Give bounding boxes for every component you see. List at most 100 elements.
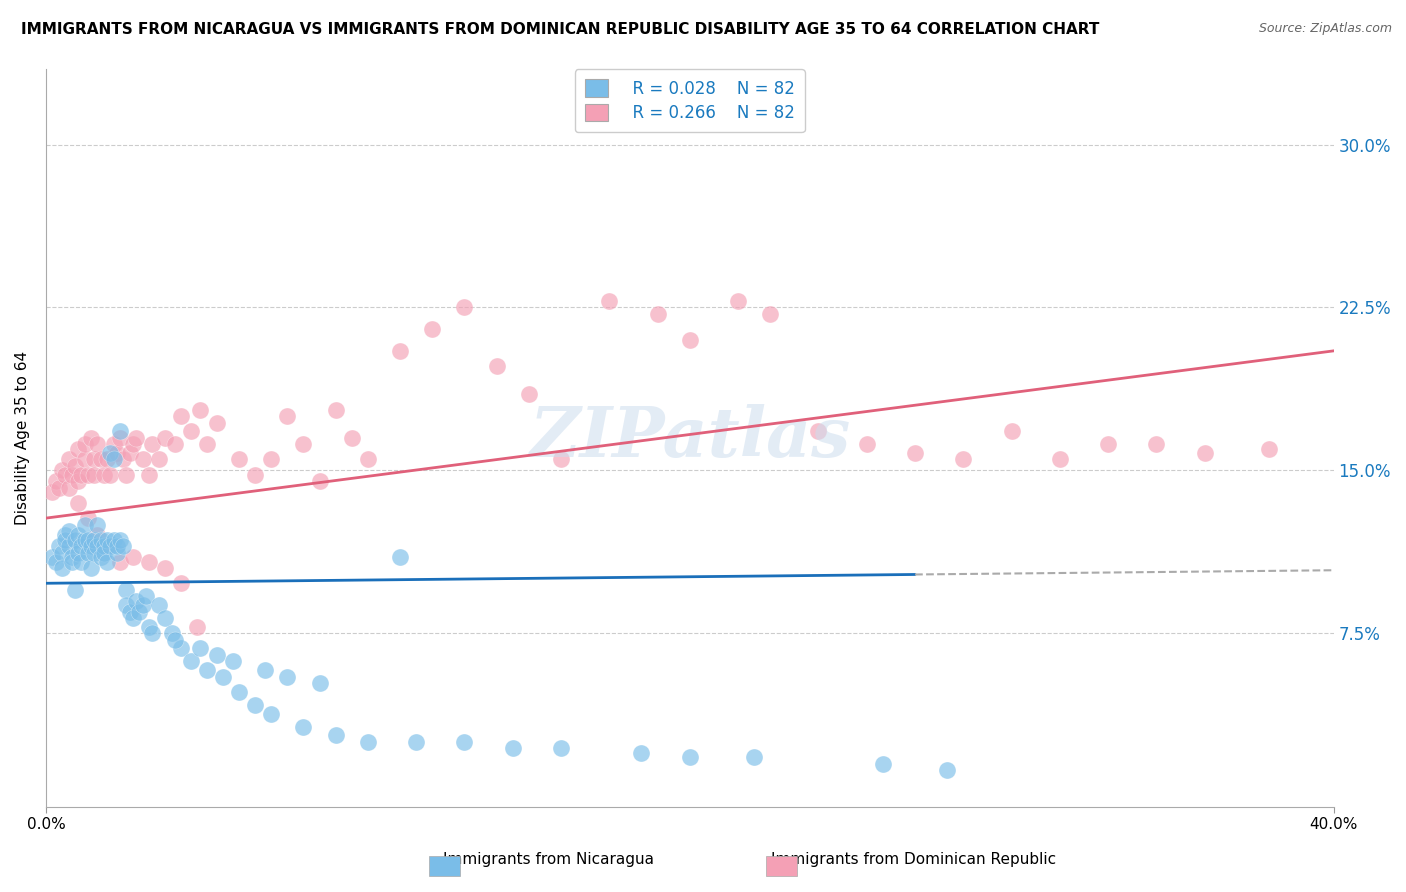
Point bbox=[96, 539, 118, 553]
Point bbox=[122, 550, 145, 565]
Point bbox=[221, 655, 243, 669]
Point bbox=[260, 706, 283, 721]
Point bbox=[340, 431, 363, 445]
Point bbox=[98, 539, 121, 553]
Point bbox=[153, 611, 176, 625]
Point bbox=[58, 539, 80, 553]
Point bbox=[108, 533, 131, 547]
Point bbox=[1194, 446, 1216, 460]
Point bbox=[86, 437, 108, 451]
Point bbox=[1097, 437, 1119, 451]
Point bbox=[80, 431, 103, 445]
Point bbox=[90, 452, 112, 467]
Point bbox=[83, 452, 105, 467]
Point bbox=[138, 555, 160, 569]
Point bbox=[550, 741, 572, 756]
Point bbox=[357, 735, 380, 749]
Point bbox=[138, 620, 160, 634]
Point bbox=[260, 452, 283, 467]
Point bbox=[308, 474, 330, 488]
Point bbox=[163, 632, 186, 647]
Point bbox=[83, 533, 105, 547]
Point bbox=[135, 590, 157, 604]
Point bbox=[1258, 442, 1281, 456]
Point bbox=[170, 409, 193, 423]
Point bbox=[70, 555, 93, 569]
Point bbox=[195, 437, 218, 451]
Point bbox=[148, 598, 170, 612]
Point bbox=[190, 402, 212, 417]
Point bbox=[76, 533, 98, 547]
Point bbox=[131, 598, 153, 612]
Point bbox=[160, 626, 183, 640]
Point bbox=[93, 546, 115, 560]
Point bbox=[485, 359, 508, 373]
Text: Immigrants from Nicaragua: Immigrants from Nicaragua bbox=[443, 852, 654, 867]
Point bbox=[153, 431, 176, 445]
Point bbox=[45, 555, 67, 569]
Point bbox=[90, 550, 112, 565]
Point bbox=[73, 517, 96, 532]
Point bbox=[952, 452, 974, 467]
Point bbox=[138, 467, 160, 482]
Text: Source: ZipAtlas.com: Source: ZipAtlas.com bbox=[1258, 22, 1392, 36]
Point bbox=[73, 452, 96, 467]
Point bbox=[170, 576, 193, 591]
Point bbox=[105, 539, 128, 553]
Point bbox=[389, 550, 412, 565]
Point bbox=[96, 452, 118, 467]
Point bbox=[51, 463, 73, 477]
Point bbox=[73, 437, 96, 451]
Point bbox=[108, 555, 131, 569]
Point bbox=[112, 452, 135, 467]
Point bbox=[1001, 424, 1024, 438]
Point bbox=[112, 539, 135, 553]
Point bbox=[48, 481, 70, 495]
Point bbox=[108, 424, 131, 438]
Point bbox=[67, 496, 90, 510]
Point bbox=[420, 322, 443, 336]
Point bbox=[405, 735, 427, 749]
Point bbox=[647, 307, 669, 321]
Point bbox=[228, 685, 250, 699]
Point bbox=[115, 467, 138, 482]
Point bbox=[679, 333, 702, 347]
Point bbox=[292, 437, 315, 451]
Point bbox=[598, 293, 620, 308]
Point bbox=[122, 437, 145, 451]
Point bbox=[389, 343, 412, 358]
Point bbox=[186, 620, 208, 634]
Point bbox=[67, 528, 90, 542]
Point bbox=[67, 442, 90, 456]
Point bbox=[63, 458, 86, 473]
Point bbox=[86, 528, 108, 542]
Point bbox=[108, 431, 131, 445]
Point bbox=[48, 539, 70, 553]
Point bbox=[118, 605, 141, 619]
Point bbox=[103, 437, 125, 451]
Point bbox=[212, 670, 235, 684]
Point bbox=[53, 467, 76, 482]
Point bbox=[80, 561, 103, 575]
Point bbox=[759, 307, 782, 321]
Point bbox=[76, 511, 98, 525]
Point bbox=[76, 546, 98, 560]
Point bbox=[125, 431, 148, 445]
Point bbox=[727, 293, 749, 308]
Point bbox=[73, 533, 96, 547]
Point bbox=[325, 728, 347, 742]
Point bbox=[60, 550, 83, 565]
Point bbox=[83, 546, 105, 560]
Point bbox=[357, 452, 380, 467]
Point bbox=[90, 533, 112, 547]
Point bbox=[131, 452, 153, 467]
Point bbox=[195, 663, 218, 677]
Point bbox=[118, 446, 141, 460]
Point bbox=[51, 546, 73, 560]
Text: IMMIGRANTS FROM NICARAGUA VS IMMIGRANTS FROM DOMINICAN REPUBLIC DISABILITY AGE 3: IMMIGRANTS FROM NICARAGUA VS IMMIGRANTS … bbox=[21, 22, 1099, 37]
Point bbox=[125, 593, 148, 607]
Point bbox=[96, 555, 118, 569]
Point bbox=[141, 626, 163, 640]
Point bbox=[253, 663, 276, 677]
Point bbox=[308, 676, 330, 690]
